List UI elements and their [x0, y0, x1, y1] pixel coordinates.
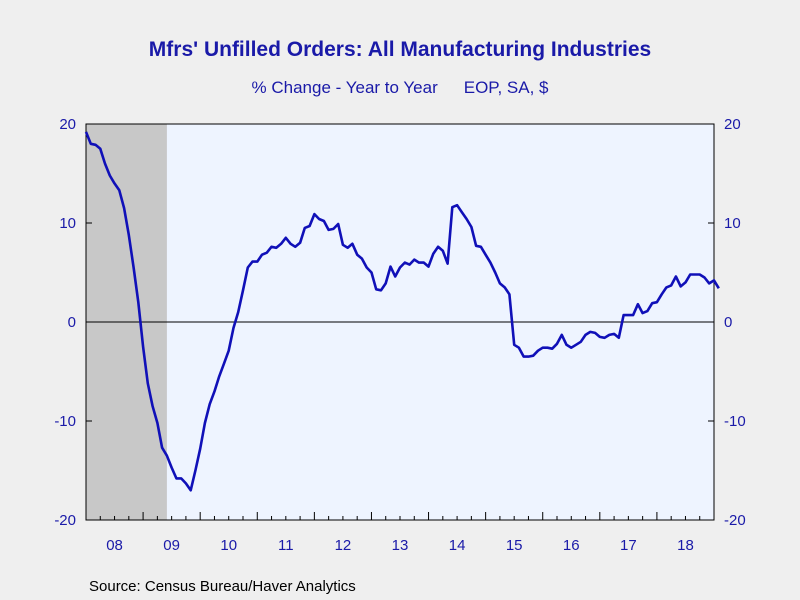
- subtitle-measure: % Change - Year to Year: [251, 78, 438, 97]
- y-tick-label-right: 20: [724, 116, 741, 133]
- chart-title: Mfrs' Unfilled Orders: All Manufacturing…: [148, 38, 652, 61]
- y-tick-label-left: -10: [54, 413, 76, 430]
- series-line: [84, 131, 720, 492]
- y-tick-label-right: 10: [724, 215, 741, 232]
- x-tick-label: 17: [620, 537, 637, 554]
- y-tick-label-left: 20: [59, 116, 76, 133]
- x-tick-label: 15: [506, 537, 523, 554]
- x-tick-label: 10: [220, 537, 237, 554]
- x-tick-label: 12: [335, 537, 352, 554]
- chart-subtitle: % Change - Year to Year EOP, SA, $: [0, 78, 800, 98]
- x-tick-label: 14: [449, 537, 466, 554]
- x-tick-label: 08: [106, 537, 123, 554]
- source-note: Source: Census Bureau/Haver Analytics: [89, 578, 356, 595]
- y-tick-label-left: 0: [68, 314, 76, 331]
- x-tick-label: 18: [677, 537, 694, 554]
- y-tick-label-right: 0: [724, 314, 732, 331]
- y-tick-label-left: -20: [54, 512, 76, 529]
- subtitle-units: EOP, SA, $: [463, 78, 549, 97]
- x-tick-label: 11: [278, 537, 294, 554]
- y-tick-label-left: 10: [59, 215, 76, 232]
- x-tick-label: 13: [392, 537, 409, 554]
- x-tick-label: 09: [163, 537, 180, 554]
- y-tick-label-right: -20: [724, 512, 746, 529]
- y-tick-label-right: -10: [724, 413, 746, 430]
- x-tick-label: 16: [563, 537, 580, 554]
